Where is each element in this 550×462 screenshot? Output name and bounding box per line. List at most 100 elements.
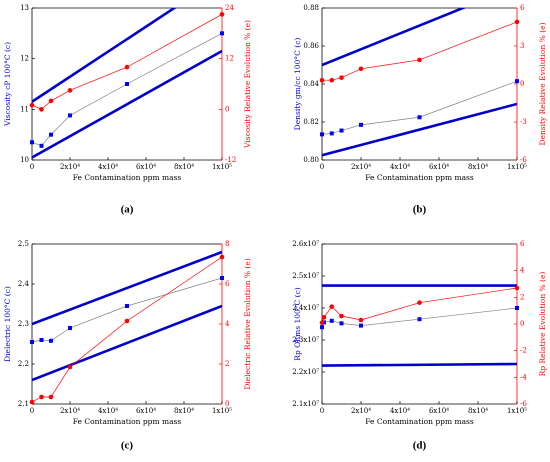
circle-marker xyxy=(329,304,335,309)
y-tick-label: 2.3x10⁷ xyxy=(292,336,319,344)
y2-tick-label: 8 xyxy=(225,240,229,248)
square-marker xyxy=(39,338,44,342)
y2-tick-label: -3 xyxy=(520,118,527,126)
x-tick-label: 6x10⁴ xyxy=(136,163,156,171)
y2-tick-label: 0 xyxy=(520,80,524,88)
square-marker xyxy=(49,338,53,343)
caption: (a) xyxy=(121,204,134,216)
y-tick-label: 2.2x10⁷ xyxy=(292,368,319,376)
x-tick-label: 4x10⁴ xyxy=(390,163,410,171)
square-marker xyxy=(515,79,519,84)
x-tick-label: 4x10⁴ xyxy=(98,407,118,415)
square-marker xyxy=(320,325,324,330)
y-tick-label: 0.82 xyxy=(303,118,319,126)
y2-tick-label: 24 xyxy=(225,4,234,12)
x-tick-label: 8x10⁴ xyxy=(174,163,194,171)
square-marker xyxy=(30,340,34,344)
circle-marker xyxy=(124,318,130,324)
square-marker xyxy=(68,326,72,330)
x-tick-label: 6x10⁴ xyxy=(429,407,449,415)
circle-marker xyxy=(329,77,335,83)
y-axis-label: Density gm/cc 100°C (c) xyxy=(293,38,302,131)
circle-marker xyxy=(319,77,325,83)
y2-tick-label: 6 xyxy=(520,240,525,248)
circle-marker xyxy=(514,285,520,291)
y-tick-label: 10 xyxy=(20,156,29,164)
circle-marker xyxy=(417,300,422,305)
x-tick-label: 4x10⁴ xyxy=(390,407,410,415)
y2-tick-label: -2 xyxy=(520,347,527,355)
x-tick-label: 2x10⁴ xyxy=(351,407,371,415)
y2-axis-label: Density Relative Evolution % (e) xyxy=(538,22,547,145)
band-line xyxy=(322,8,467,67)
circle-marker xyxy=(219,12,225,17)
square-marker xyxy=(30,140,34,145)
square-marker xyxy=(515,306,519,310)
y-tick-label: 0.88 xyxy=(303,4,319,12)
y2-axis-label: Rp Relative Evolution % (e) xyxy=(538,272,547,377)
x-tick-label: 2x10⁴ xyxy=(351,163,371,171)
series-line xyxy=(32,256,222,403)
circle-marker xyxy=(339,313,344,319)
y-tick-label: 2.5 xyxy=(18,240,29,248)
y2-tick-label: 12 xyxy=(225,55,234,63)
square-marker xyxy=(339,321,344,326)
y-axis-label: Dielectric 100°C (c) xyxy=(3,286,12,362)
band-line xyxy=(32,8,177,103)
band-line xyxy=(32,49,222,159)
x-tick-label: 1x10⁵ xyxy=(507,163,527,171)
square-marker xyxy=(49,132,53,137)
y-tick-label: 2.3 xyxy=(18,320,29,328)
y-axis-label: Rp Ohms 100°C (c) xyxy=(293,287,302,360)
square-marker xyxy=(125,304,129,308)
circle-marker xyxy=(67,88,73,93)
series-line xyxy=(32,14,222,110)
x-tick-label: 8x10⁴ xyxy=(468,163,488,171)
panel: 0 2x10⁴ 4x10⁴ 6x10⁴ 8x10⁴ 1x10⁵ 2.1 2.2 2.3 2.4 2.… xyxy=(3,240,252,452)
y2-tick-label: 2 xyxy=(225,360,229,368)
circle-marker xyxy=(29,102,35,108)
square-marker xyxy=(68,113,72,118)
x-tick-label: 0 xyxy=(320,407,324,415)
y2-tick-label: 0 xyxy=(225,400,229,408)
y-tick-label: 2.4x10⁷ xyxy=(292,304,319,312)
circle-marker xyxy=(29,399,35,405)
y2-tick-label: -6 xyxy=(520,400,527,408)
square-marker xyxy=(329,318,334,323)
square-marker xyxy=(220,31,224,36)
y2-tick-label: 3 xyxy=(520,42,524,50)
y-tick-label: 11 xyxy=(20,105,29,113)
y-tick-label: 2.6x10⁷ xyxy=(292,240,319,248)
y-tick-label: 2.5x10⁷ xyxy=(292,272,319,280)
y-tick-label: 2.2 xyxy=(18,360,29,368)
circle-marker xyxy=(417,57,422,63)
y2-tick-label: 6 xyxy=(520,4,525,12)
y2-tick-label: 0 xyxy=(520,320,524,328)
y2-tick-label: 4 xyxy=(225,320,230,328)
band-line xyxy=(322,362,517,367)
y-tick-label: 2.1x10⁷ xyxy=(292,400,319,408)
square-marker xyxy=(125,82,129,86)
circle-marker xyxy=(124,64,130,70)
circle-marker xyxy=(321,315,327,320)
square-marker xyxy=(320,132,324,137)
caption: (d) xyxy=(413,440,427,452)
series-line xyxy=(322,21,517,81)
y2-tick-label: -4 xyxy=(520,373,527,381)
y2-tick-label: 0 xyxy=(225,105,229,113)
circle-marker xyxy=(514,19,520,25)
circle-marker xyxy=(67,364,73,370)
x-tick-label: 1x10⁵ xyxy=(507,407,527,415)
x-tick-label: 0 xyxy=(30,163,34,171)
band-line xyxy=(322,102,517,157)
y2-tick-label: 4 xyxy=(520,267,525,275)
y2-axis-label: Dielectric Relative Evolution % (e) xyxy=(243,258,252,389)
y2-tick-label: -6 xyxy=(520,156,527,164)
circle-marker xyxy=(358,317,364,323)
caption: (b) xyxy=(413,204,427,216)
square-marker xyxy=(359,122,363,127)
square-marker xyxy=(339,128,344,133)
x-tick-label: 0 xyxy=(30,407,34,415)
x-tick-label: 1x10⁵ xyxy=(212,163,232,171)
